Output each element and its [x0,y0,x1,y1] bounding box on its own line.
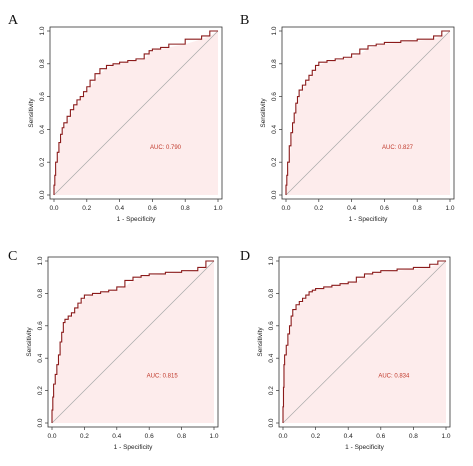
y-axis-title: Sensitivity [260,98,267,128]
x-tick-label: 1.0 [209,433,218,440]
x-tick-label: 0.0 [278,433,287,440]
x-axis-title: 1 - Specificity [349,216,388,223]
auc-annotation: AUC: 0.834 [378,374,410,380]
y-tick-label: 0.2 [37,386,44,395]
y-tick-label: 0.2 [268,386,275,395]
x-tick-label: 0.2 [80,433,89,440]
y-tick-label: 1.0 [39,26,46,35]
y-tick-label: 1.0 [37,256,44,265]
x-tick-label: 0.8 [177,433,186,440]
x-tick-label: 0.4 [344,433,353,440]
y-tick-label: 0.8 [39,59,46,68]
x-tick-label: 1.0 [213,205,222,212]
panel-a: A 0.0 0.2 0.4 0.6 0.8 1.0 0.0 0.2 0.4 0.6 0.8 1.0 1 -… [8,13,223,223]
plot-frame [281,26,455,200]
y-tick-label: 0.2 [39,157,46,166]
x-tick-label: 0.8 [409,433,418,440]
y-tick-label: 1.0 [271,26,278,35]
x-tick-label: 0.2 [314,205,323,212]
y-tick-label: 0.0 [271,190,278,199]
roc-curve [53,30,218,195]
x-tick-label: 0.6 [145,433,154,440]
x-tick-label: 0.0 [49,205,58,212]
x-tick-label: 0.2 [311,433,320,440]
x-tick-label: 0.6 [376,433,385,440]
reference-diagonal [51,260,215,424]
reference-diagonal [53,30,219,196]
y-tick-label: 0.8 [268,289,275,298]
auc-annotation: AUC: 0.815 [147,374,179,380]
panel-b: B 0.0 0.2 0.4 0.6 0.8 1.0 0.0 0.2 0.4 0.6 0.8 1.0 1 -… [240,13,455,223]
x-tick-label: 0.8 [413,205,422,212]
y-tick-label: 0.6 [39,92,46,101]
y-tick-label: 0.8 [37,289,44,298]
panel-c: C 0.0 0.2 0.4 0.6 0.8 1.0 0.0 0.2 0.4 0.6 0.8 1.0 1 -… [8,249,219,451]
y-tick-label: 0.0 [268,418,275,427]
x-tick-label: 0.0 [281,205,290,212]
y-tick-label: 0.0 [37,418,44,427]
plot-frame [278,256,451,428]
x-tick-label: 0.2 [82,205,91,212]
y-axis-title: Sensitivity [28,98,35,128]
x-tick-label: 0.0 [47,433,56,440]
y-tick-label: 0.6 [271,92,278,101]
x-axis-title: 1 - Specificity [345,444,384,451]
y-tick-label: 0.4 [271,125,278,134]
y-tick-label: 1.0 [268,256,275,265]
roc-curve [51,260,214,423]
panel-d: D 0.0 0.2 0.4 0.6 0.8 1.0 0.0 0.2 0.4 0.6 0.8 1.0 1 -… [240,249,451,451]
y-axis-title: Sensitivity [26,327,33,357]
auc-annotation: AUC: 0.790 [150,145,182,151]
x-tick-label: 0.6 [148,205,157,212]
x-tick-label: 0.4 [347,205,356,212]
reference-diagonal [285,30,451,196]
panel-letter-b: B [240,13,249,28]
auc-annotation: AUC: 0.827 [382,145,414,151]
y-tick-label: 0.4 [39,125,46,134]
x-tick-label: 0.6 [380,205,389,212]
plot-frame [49,26,223,200]
y-tick-label: 0.8 [271,59,278,68]
plot-frame [47,256,219,428]
panel-letter-a: A [8,13,19,28]
roc-curve [282,260,446,423]
roc-curve [285,30,450,195]
x-tick-label: 0.4 [115,205,124,212]
y-tick-label: 0.4 [268,353,275,362]
x-tick-label: 0.4 [112,433,121,440]
x-tick-label: 1.0 [441,433,450,440]
y-axis-title: Sensitivity [257,327,264,357]
panel-letter-d: D [240,249,250,264]
x-tick-label: 1.0 [445,205,454,212]
y-tick-label: 0.0 [39,190,46,199]
x-axis-title: 1 - Specificity [117,216,156,223]
x-tick-label: 0.8 [181,205,190,212]
x-axis-title: 1 - Specificity [114,444,153,451]
y-tick-label: 0.6 [37,321,44,330]
y-tick-label: 0.6 [268,321,275,330]
panel-letter-c: C [8,249,17,264]
y-tick-label: 0.4 [37,353,44,362]
y-tick-label: 0.2 [271,157,278,166]
reference-diagonal [282,260,447,424]
